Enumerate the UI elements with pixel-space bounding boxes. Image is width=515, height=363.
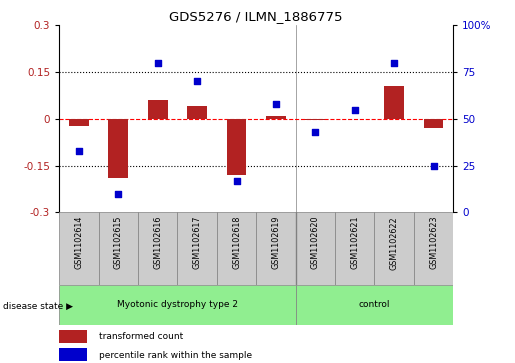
Text: GSM1102621: GSM1102621 xyxy=(350,216,359,269)
Text: GSM1102618: GSM1102618 xyxy=(232,216,241,269)
Point xyxy=(114,191,123,197)
Bar xyxy=(414,212,453,285)
Text: GSM1102620: GSM1102620 xyxy=(311,216,320,269)
Bar xyxy=(99,212,138,285)
Bar xyxy=(374,212,414,285)
Point xyxy=(193,79,201,85)
Point xyxy=(75,148,83,154)
Point xyxy=(232,178,241,183)
Title: GDS5276 / ILMN_1886775: GDS5276 / ILMN_1886775 xyxy=(169,10,343,23)
Bar xyxy=(424,119,443,128)
Bar xyxy=(59,330,87,343)
Bar xyxy=(59,285,296,325)
Text: GSM1102617: GSM1102617 xyxy=(193,216,201,269)
Bar xyxy=(177,212,217,285)
Text: transformed count: transformed count xyxy=(99,333,183,341)
Bar xyxy=(256,212,296,285)
Bar xyxy=(296,285,453,325)
Text: percentile rank within the sample: percentile rank within the sample xyxy=(99,351,252,359)
Bar xyxy=(69,119,89,126)
Point xyxy=(311,129,319,135)
Bar xyxy=(138,212,177,285)
Point xyxy=(430,163,438,168)
Bar xyxy=(296,212,335,285)
Point xyxy=(390,60,398,66)
Bar xyxy=(148,99,167,119)
Text: Myotonic dystrophy type 2: Myotonic dystrophy type 2 xyxy=(117,301,238,309)
Bar xyxy=(59,348,87,361)
Text: control: control xyxy=(358,301,390,309)
Bar xyxy=(305,119,325,121)
Bar xyxy=(217,212,256,285)
Bar xyxy=(109,119,128,178)
Bar xyxy=(384,86,404,119)
Text: GSM1102614: GSM1102614 xyxy=(75,216,83,269)
Text: GSM1102623: GSM1102623 xyxy=(429,216,438,269)
Bar xyxy=(187,106,207,119)
Point xyxy=(153,60,162,66)
Text: GSM1102615: GSM1102615 xyxy=(114,216,123,269)
Bar xyxy=(335,212,374,285)
Point xyxy=(272,101,280,107)
Bar xyxy=(227,119,246,175)
Text: disease state ▶: disease state ▶ xyxy=(3,302,73,311)
Point xyxy=(351,107,359,113)
Bar xyxy=(266,116,286,119)
Text: GSM1102616: GSM1102616 xyxy=(153,216,162,269)
Text: GSM1102622: GSM1102622 xyxy=(390,216,399,270)
Text: GSM1102619: GSM1102619 xyxy=(271,216,280,269)
Bar xyxy=(59,212,99,285)
